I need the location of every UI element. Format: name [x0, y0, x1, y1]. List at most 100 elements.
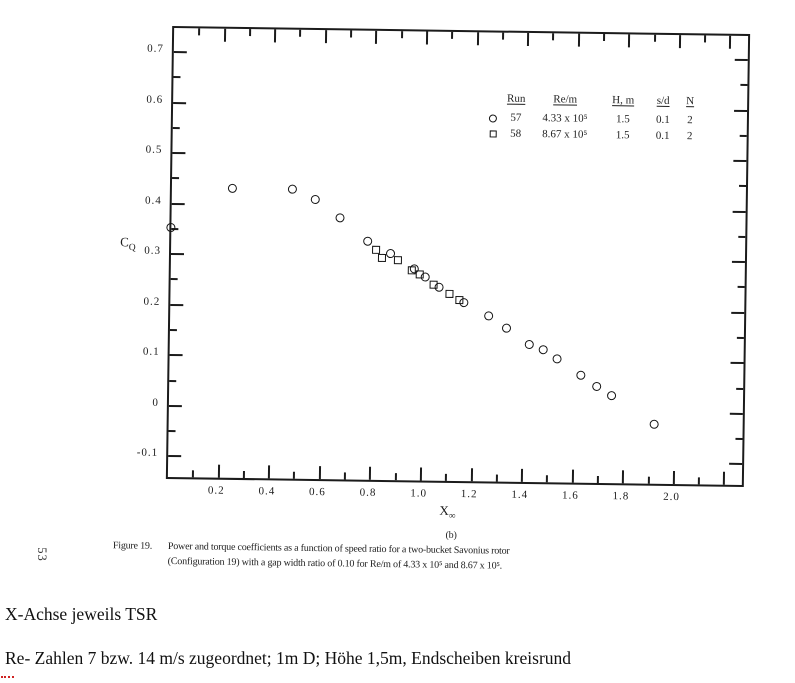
data-point-circle: [335, 213, 345, 223]
x-tick-label: 1.4: [511, 488, 529, 502]
y-axis-tick: [168, 455, 182, 458]
y-axis-tick: [733, 160, 747, 163]
x-axis-tick: [546, 475, 549, 483]
x-axis-tick: [678, 35, 682, 49]
y-axis-tick: [170, 253, 185, 256]
x-axis-tick: [192, 470, 195, 478]
y-axis-tick: [173, 76, 181, 79]
x-axis-tick: [419, 467, 422, 481]
x-axis-tick: [476, 32, 479, 46]
figure-caption-line1: Power and torque coefficients as a funct…: [167, 540, 510, 557]
y-tick-label: 0.7: [147, 42, 164, 56]
y-axis-tick: [736, 387, 744, 390]
x-tick-label: 1.0: [410, 487, 428, 500]
x-axis-tick: [552, 33, 555, 41]
legend-header: [486, 92, 500, 104]
data-point-circle: [502, 324, 512, 334]
y-axis-tick: [738, 185, 747, 188]
x-axis-tick: [217, 464, 220, 478]
y-axis-tick: [170, 303, 184, 306]
y-axis-tick: [170, 278, 178, 281]
x-axis-tick: [723, 471, 726, 485]
x-tick-label: 0.8: [359, 486, 377, 499]
circle-marker-icon: [488, 114, 497, 123]
x-axis-tick: [400, 31, 403, 39]
data-point-circle: [484, 311, 494, 321]
legend-value: 4.33 x 10⁵: [542, 112, 588, 125]
y-axis-tick: [171, 202, 185, 205]
x-axis-tick: [293, 471, 296, 479]
y-axis-tick: [739, 134, 747, 138]
x-axis-tick: [350, 30, 353, 38]
y-axis-tick: [737, 286, 745, 289]
y-axis-tick: [731, 261, 745, 264]
square-marker-icon: [489, 130, 497, 138]
y-axis-tick: [172, 177, 180, 180]
spellcheck-squiggle: [1, 673, 14, 678]
x-axis-tick: [451, 31, 454, 39]
x-axis-tick: [343, 472, 347, 480]
data-point-circle: [592, 381, 602, 392]
figure-caption-line2: (Configuration 19) with a gap width rati…: [167, 555, 503, 572]
y-tick-label: 0.4: [144, 194, 162, 207]
x-axis-tick: [445, 473, 448, 481]
legend-value: [486, 111, 500, 125]
x-tick-label: 1.8: [612, 490, 630, 503]
data-point-circle: [552, 354, 562, 364]
legend-header: Re/m: [553, 93, 578, 106]
y-axis-tick: [740, 84, 748, 87]
x-axis-tick: [628, 34, 631, 48]
legend-header: H, m: [612, 94, 635, 107]
legend-value: 57: [510, 111, 522, 124]
data-point-square: [454, 296, 464, 305]
x-axis-tick: [729, 35, 732, 49]
legend-value: 0.1: [655, 129, 670, 142]
x-axis-tick: [622, 470, 625, 484]
x-axis-tick: [704, 35, 707, 43]
data-point-circle: [524, 339, 534, 349]
y-tick-label: 0.3: [144, 244, 162, 258]
y-tick-label: 0.1: [142, 345, 160, 359]
x-axis-tick: [425, 31, 429, 45]
annotation-line1: X-Achse jeweils TSR: [5, 604, 158, 624]
legend-value: 1.5: [615, 129, 630, 142]
page-number: 53: [34, 547, 49, 562]
x-axis-tick: [223, 28, 226, 42]
x-axis-tick: [596, 475, 599, 483]
figure-caption-prefix: Figure 19.: [112, 540, 153, 552]
y-axis-tick: [729, 463, 743, 466]
x-axis-tick: [375, 30, 378, 44]
x-axis-tick: [577, 33, 580, 47]
y-axis-tick: [736, 336, 744, 339]
y-axis-tick: [173, 51, 187, 54]
y-tick-label: 0.6: [146, 93, 164, 106]
data-point-square: [407, 266, 416, 275]
data-point-square: [393, 255, 402, 264]
data-point-circle: [287, 184, 297, 194]
legend-value: 1.5: [615, 113, 630, 126]
figure-part-label: (b): [445, 529, 457, 542]
data-point-circle: [228, 183, 238, 194]
legend-value: 2: [687, 114, 693, 127]
x-axis-tick: [698, 477, 701, 485]
x-axis-tick: [653, 34, 656, 42]
data-point-circle: [538, 344, 548, 354]
data-point-square: [444, 289, 454, 299]
x-axis-tick: [198, 28, 201, 36]
y-tick-label: 0.5: [145, 143, 163, 157]
y-axis-tick: [738, 235, 746, 238]
y-tick-label: 0.2: [143, 295, 161, 308]
x-axis-tick: [527, 32, 530, 46]
legend-value: 2: [686, 130, 693, 143]
x-axis-tick: [470, 468, 473, 482]
y-tick-label: 0: [152, 396, 160, 409]
y-axis-tick: [173, 101, 187, 104]
legend-header: Run: [506, 92, 526, 105]
data-point-circle: [165, 223, 175, 233]
x-axis-tick: [299, 29, 302, 37]
x-axis-tick: [501, 32, 504, 40]
x-axis-tick: [318, 466, 321, 480]
y-axis-tick: [732, 210, 746, 213]
y-axis-tick: [730, 362, 744, 365]
